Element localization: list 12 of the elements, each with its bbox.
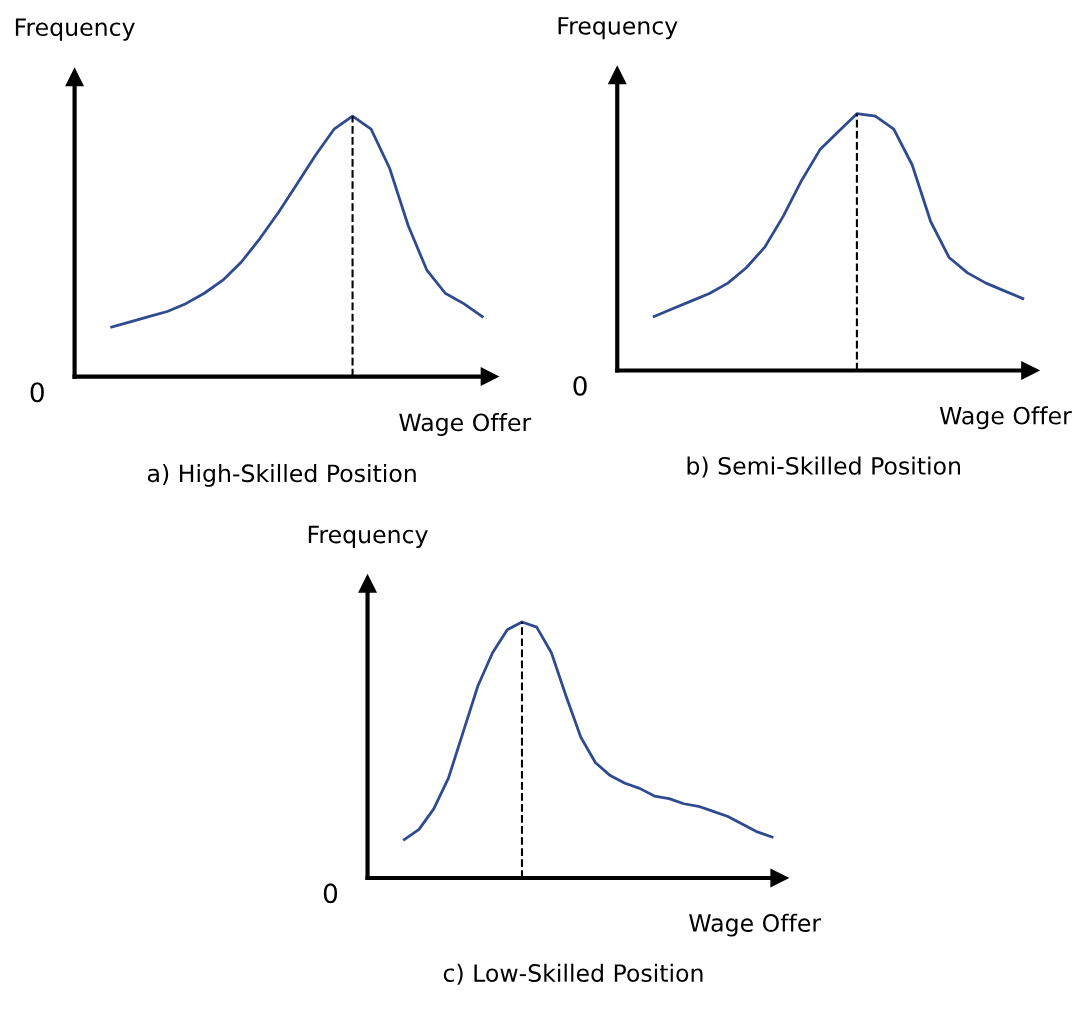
x-axis-title: Wage Offer (689, 913, 822, 937)
x-axis-title: Wage Offer (939, 406, 1072, 430)
text: 0 (573, 375, 587, 396)
text: c) Low-Skilled Position (443, 963, 703, 985)
text: 0 (323, 883, 338, 904)
y-axis-title: Frequency (558, 17, 678, 40)
y-axis-title: Frequency (15, 18, 135, 41)
y-axis-title: Frequency (308, 525, 428, 548)
text: b) Semi-Skilled Position (687, 456, 961, 478)
text: 0 (30, 382, 44, 403)
text: a) High-Skilled Position (147, 463, 416, 487)
x-axis-title: Wage Offer (399, 413, 532, 436)
